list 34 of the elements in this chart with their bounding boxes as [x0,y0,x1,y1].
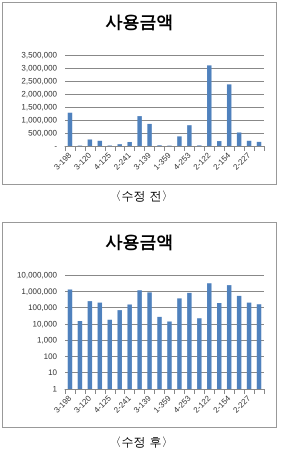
bar [226,84,232,146]
y-tick-label: 10,000,000 [16,270,58,280]
bar [127,142,132,146]
bar [216,141,222,146]
chart-title: 사용금액 [106,12,174,32]
y-tick-label: - [54,142,58,150]
bar [147,124,152,146]
bar [246,140,252,146]
y-tick-label: 1 [52,384,58,394]
y-tick-label: 10 [48,368,58,378]
chart-title: 사용금액 [106,232,174,252]
y-tick-label: 100 [44,352,58,361]
y-tick-label: 2,000,000 [21,90,58,98]
bar [177,136,182,146]
y-tick-label: 3,000,000 [21,64,58,72]
y-tick-label: 500,000 [28,128,58,138]
y-tick-label: 1,000 [36,336,58,345]
y-tick-label: 1,000,000 [21,286,58,296]
text: 〈수정 후〉 [108,434,174,451]
text: 〈수정 전〉 [108,188,174,205]
y-tick-label: 1,500,000 [21,102,58,112]
bar [256,142,262,146]
y-tick-label: 100,000 [28,303,58,312]
bar [187,125,192,146]
y-tick-label: 3,500,000 [21,50,58,60]
bar [207,65,212,146]
y-tick-label: 10,000 [32,319,58,328]
y-tick-label: 2,500,000 [21,76,58,86]
bar [68,112,72,146]
bar [88,140,92,146]
bar [98,140,102,146]
bar [137,116,142,146]
y-tick-label: 1,000,000 [21,116,58,124]
bar [236,132,242,146]
